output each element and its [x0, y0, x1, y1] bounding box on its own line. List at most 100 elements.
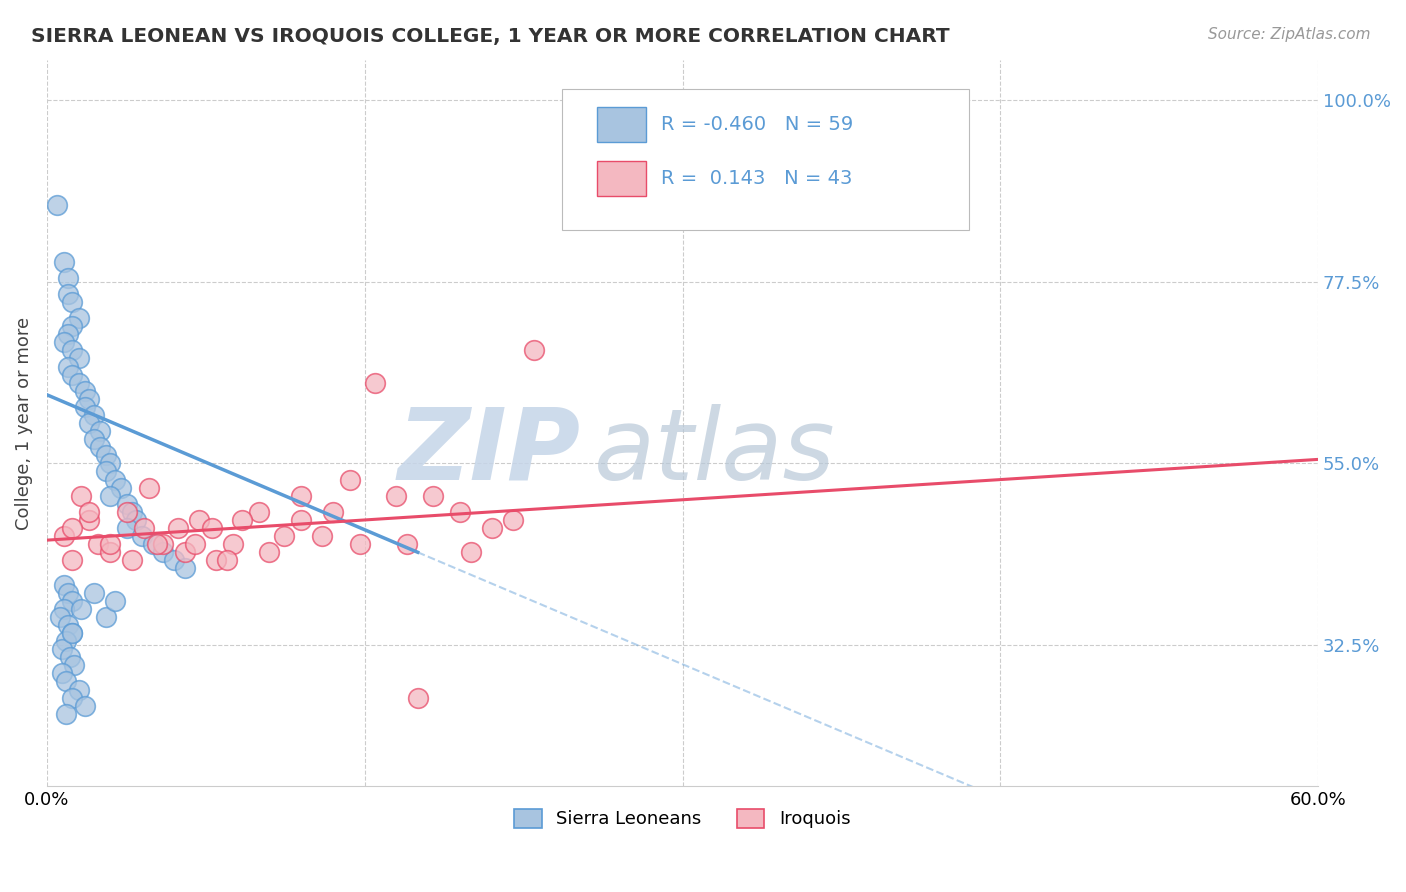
Point	[55, 674, 77, 689]
Point	[110, 481, 132, 495]
Point	[100, 537, 122, 551]
Point	[69, 602, 91, 616]
Point	[247, 505, 270, 519]
Point	[290, 489, 312, 503]
Point	[273, 529, 295, 543]
FancyBboxPatch shape	[598, 161, 645, 196]
Point	[60, 690, 83, 705]
Point	[60, 368, 83, 382]
Point	[184, 537, 207, 551]
Point	[83, 585, 105, 599]
Point	[52, 602, 75, 616]
Point	[96, 465, 118, 479]
Point	[125, 513, 148, 527]
Point	[59, 650, 82, 665]
Point	[422, 489, 444, 503]
Point	[201, 521, 224, 535]
Point	[173, 561, 195, 575]
Point	[52, 529, 75, 543]
Point	[173, 545, 195, 559]
Text: ZIP: ZIP	[398, 403, 581, 500]
Point	[121, 553, 143, 567]
Text: atlas: atlas	[593, 403, 835, 500]
Point	[60, 294, 83, 309]
Point	[55, 634, 77, 648]
Y-axis label: College, 1 year or more: College, 1 year or more	[15, 317, 32, 530]
Point	[121, 505, 143, 519]
Point	[460, 545, 482, 559]
Point	[205, 553, 228, 567]
Point	[152, 545, 174, 559]
Point	[163, 553, 186, 567]
Point	[96, 610, 118, 624]
Point	[100, 489, 122, 503]
Point	[385, 489, 408, 503]
Point	[51, 666, 73, 681]
Point	[396, 537, 419, 551]
Point	[222, 537, 245, 551]
Point	[60, 319, 83, 334]
Point	[56, 359, 79, 374]
FancyBboxPatch shape	[562, 88, 969, 230]
Point	[60, 521, 83, 535]
Point	[104, 473, 127, 487]
Point	[87, 537, 110, 551]
Point	[52, 335, 75, 350]
Point	[69, 489, 91, 503]
Point	[77, 513, 100, 527]
Point	[52, 254, 75, 268]
Point	[73, 400, 96, 414]
Point	[51, 642, 73, 657]
Point	[96, 448, 118, 462]
Point	[311, 529, 333, 543]
Point	[56, 286, 79, 301]
Point	[138, 481, 160, 495]
Point	[77, 505, 100, 519]
Legend: Sierra Leoneans, Iroquois: Sierra Leoneans, Iroquois	[508, 802, 858, 836]
Point	[131, 529, 153, 543]
Point	[523, 343, 546, 358]
Point	[231, 513, 253, 527]
FancyBboxPatch shape	[598, 107, 645, 142]
Point	[60, 343, 83, 358]
Point	[117, 497, 139, 511]
Point	[364, 376, 387, 390]
Text: SIERRA LEONEAN VS IROQUOIS COLLEGE, 1 YEAR OR MORE CORRELATION CHART: SIERRA LEONEAN VS IROQUOIS COLLEGE, 1 YE…	[31, 27, 949, 45]
Point	[56, 327, 79, 342]
Point	[117, 505, 139, 519]
Point	[73, 698, 96, 713]
Point	[67, 351, 90, 366]
Point	[100, 457, 122, 471]
Point	[100, 545, 122, 559]
Point	[55, 706, 77, 721]
Point	[56, 585, 79, 599]
Point	[142, 537, 165, 551]
Point	[215, 553, 238, 567]
Point	[77, 392, 100, 406]
Text: R = -0.460   N = 59: R = -0.460 N = 59	[661, 115, 853, 134]
Point	[60, 593, 83, 607]
Point	[60, 626, 83, 640]
Point	[290, 513, 312, 527]
Point	[67, 376, 90, 390]
Point	[83, 408, 105, 422]
Text: Source: ZipAtlas.com: Source: ZipAtlas.com	[1208, 27, 1371, 42]
Point	[67, 311, 90, 326]
Point	[73, 384, 96, 398]
Point	[167, 521, 190, 535]
Point	[63, 658, 86, 673]
Point	[48, 610, 70, 624]
Point	[406, 690, 429, 705]
Point	[502, 513, 524, 527]
Point	[322, 505, 344, 519]
Point	[56, 618, 79, 632]
Point	[339, 473, 361, 487]
Point	[349, 537, 371, 551]
Point	[188, 513, 211, 527]
Point	[60, 553, 83, 567]
Point	[67, 682, 90, 697]
Point	[134, 521, 156, 535]
Point	[146, 537, 169, 551]
Point	[117, 521, 139, 535]
Point	[89, 424, 111, 438]
